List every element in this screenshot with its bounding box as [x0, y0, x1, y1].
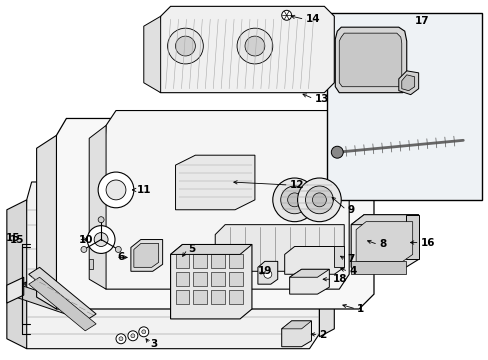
Circle shape [98, 172, 134, 208]
Circle shape [139, 327, 148, 337]
Polygon shape [170, 244, 251, 255]
Polygon shape [335, 27, 406, 93]
Text: 15: 15 [6, 233, 20, 243]
Polygon shape [143, 16, 161, 93]
Polygon shape [170, 244, 251, 319]
Text: 7: 7 [346, 255, 354, 264]
Text: 11: 11 [137, 185, 151, 195]
Polygon shape [257, 261, 277, 284]
Text: 19: 19 [257, 266, 272, 276]
Polygon shape [193, 255, 207, 268]
Polygon shape [211, 272, 224, 286]
Polygon shape [7, 277, 24, 303]
Circle shape [106, 180, 126, 200]
Polygon shape [29, 277, 96, 331]
Polygon shape [326, 13, 481, 200]
Circle shape [115, 247, 121, 252]
Circle shape [119, 337, 122, 341]
Text: 5: 5 [188, 244, 195, 255]
Polygon shape [334, 247, 344, 267]
Polygon shape [229, 255, 243, 268]
Polygon shape [131, 239, 163, 271]
Circle shape [87, 226, 115, 253]
Polygon shape [41, 118, 373, 309]
Polygon shape [29, 267, 96, 321]
Polygon shape [355, 222, 412, 261]
Polygon shape [96, 111, 348, 289]
Polygon shape [319, 192, 334, 337]
Polygon shape [175, 155, 254, 210]
Polygon shape [229, 290, 243, 304]
Polygon shape [229, 272, 243, 286]
Circle shape [131, 334, 135, 338]
Circle shape [331, 146, 343, 158]
Circle shape [264, 270, 271, 278]
Polygon shape [284, 247, 344, 274]
Circle shape [287, 193, 301, 207]
Polygon shape [281, 321, 311, 329]
Text: 6: 6 [117, 252, 124, 262]
Text: 2: 2 [319, 330, 326, 340]
Polygon shape [193, 290, 207, 304]
Polygon shape [211, 255, 224, 268]
Circle shape [142, 330, 145, 334]
Circle shape [281, 10, 291, 20]
Polygon shape [7, 200, 27, 349]
Circle shape [272, 178, 316, 222]
Text: 14: 14 [305, 14, 320, 24]
Polygon shape [150, 6, 334, 93]
Text: 15: 15 [10, 234, 24, 244]
Polygon shape [339, 33, 401, 87]
Circle shape [98, 217, 104, 223]
Text: 1: 1 [356, 304, 364, 314]
Polygon shape [215, 225, 344, 271]
Polygon shape [211, 290, 224, 304]
Polygon shape [350, 215, 418, 267]
Text: 13: 13 [314, 94, 328, 104]
Polygon shape [350, 215, 418, 225]
Polygon shape [281, 321, 311, 347]
Polygon shape [37, 135, 56, 309]
Text: 16: 16 [420, 238, 434, 248]
Polygon shape [17, 182, 319, 349]
Circle shape [297, 178, 341, 222]
Text: 10: 10 [79, 234, 94, 244]
Text: 9: 9 [346, 205, 354, 215]
Text: 18: 18 [333, 274, 347, 284]
Polygon shape [193, 272, 207, 286]
Circle shape [128, 331, 138, 341]
Circle shape [94, 233, 108, 247]
Text: 12: 12 [289, 180, 304, 190]
Polygon shape [401, 75, 414, 91]
Circle shape [81, 247, 87, 252]
Circle shape [305, 186, 333, 214]
Polygon shape [350, 261, 405, 274]
Text: 8: 8 [378, 239, 386, 249]
Polygon shape [405, 215, 418, 260]
Circle shape [175, 36, 195, 56]
Text: 4: 4 [348, 266, 356, 276]
Polygon shape [7, 286, 91, 317]
Text: 17: 17 [414, 16, 428, 26]
Circle shape [244, 36, 264, 56]
Circle shape [280, 186, 308, 214]
Circle shape [167, 28, 203, 64]
Circle shape [116, 334, 126, 344]
Text: 3: 3 [150, 339, 158, 349]
Polygon shape [134, 243, 158, 267]
Circle shape [312, 193, 325, 207]
Polygon shape [289, 269, 328, 277]
Polygon shape [175, 272, 189, 286]
Polygon shape [175, 290, 189, 304]
Polygon shape [89, 260, 93, 269]
Circle shape [237, 28, 272, 64]
Polygon shape [398, 71, 418, 95]
Polygon shape [289, 269, 328, 294]
Polygon shape [175, 255, 189, 268]
Polygon shape [89, 125, 106, 289]
